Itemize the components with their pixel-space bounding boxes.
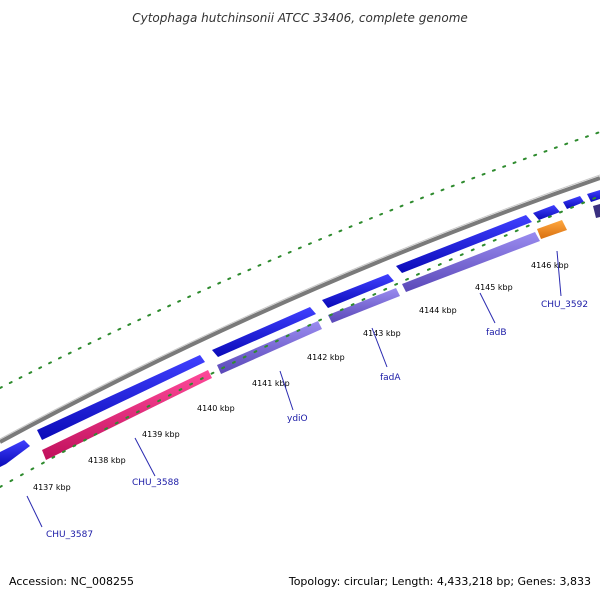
accession-text: Accession: NC_008255	[9, 575, 134, 588]
gene-reverse[interactable]	[402, 232, 540, 292]
leader-line	[371, 327, 388, 368]
kbp-ticks: 4137 kbp 4138 kbp 4139 kbp 4140 kbp 4141…	[33, 261, 569, 492]
tick-label: 4141 kbp	[252, 379, 290, 388]
gene-forward[interactable]	[563, 196, 584, 209]
tick-label: 4145 kbp	[475, 283, 513, 292]
leader-line	[479, 292, 496, 324]
forward-strand-genes	[0, 190, 600, 467]
gene-forward[interactable]	[212, 307, 316, 357]
gene-rna[interactable]	[537, 220, 567, 239]
tick-label: 4144 kbp	[419, 306, 457, 315]
outer-tick-ring	[0, 131, 600, 389]
gene-reverse-highlight[interactable]	[42, 370, 212, 460]
gene-label-fadb[interactable]: fadB	[486, 328, 507, 338]
leader-line	[279, 370, 294, 411]
inner-tick-ring	[0, 195, 600, 488]
gene-forward[interactable]	[37, 355, 205, 440]
gene-forward[interactable]	[396, 215, 532, 273]
gene-reverse[interactable]	[593, 204, 600, 218]
gene-label-fada[interactable]: fadA	[380, 373, 401, 383]
gene-label-chu3587[interactable]: CHU_3587	[46, 530, 93, 540]
gene-reverse[interactable]	[217, 321, 322, 374]
leader-line	[134, 437, 156, 477]
gene-label-leaders	[26, 250, 562, 528]
gene-forward[interactable]	[0, 440, 30, 467]
gene-labels: CHU_3587 CHU_3588 ydiO fadA fadB CHU_359…	[46, 300, 588, 540]
gene-forward[interactable]	[322, 274, 394, 308]
backbone-highlight	[0, 174, 600, 440]
gene-reverse[interactable]	[328, 288, 400, 323]
gene-forward[interactable]	[587, 190, 600, 202]
tick-label: 4140 kbp	[197, 404, 235, 413]
gene-label-chu3588[interactable]: CHU_3588	[132, 478, 179, 488]
genome-summary-text: Topology: circular; Length: 4,433,218 bp…	[288, 575, 591, 588]
tick-label: 4137 kbp	[33, 483, 71, 492]
gene-label-chu3592[interactable]: CHU_3592	[541, 300, 588, 310]
tick-label: 4139 kbp	[142, 430, 180, 439]
tick-label: 4142 kbp	[307, 353, 345, 362]
tick-label: 4143 kbp	[363, 329, 401, 338]
gene-label-ydio[interactable]: ydiO	[287, 414, 308, 424]
reverse-strand-genes	[42, 204, 600, 460]
map-title: Cytophaga hutchinsonii ATCC 33406, compl…	[132, 11, 468, 25]
gene-forward[interactable]	[533, 205, 560, 220]
tick-label: 4138 kbp	[88, 456, 126, 465]
leader-line	[556, 250, 562, 297]
leader-line	[26, 495, 43, 528]
genome-backbone	[0, 176, 600, 444]
tick-label: 4146 kbp	[531, 261, 569, 270]
